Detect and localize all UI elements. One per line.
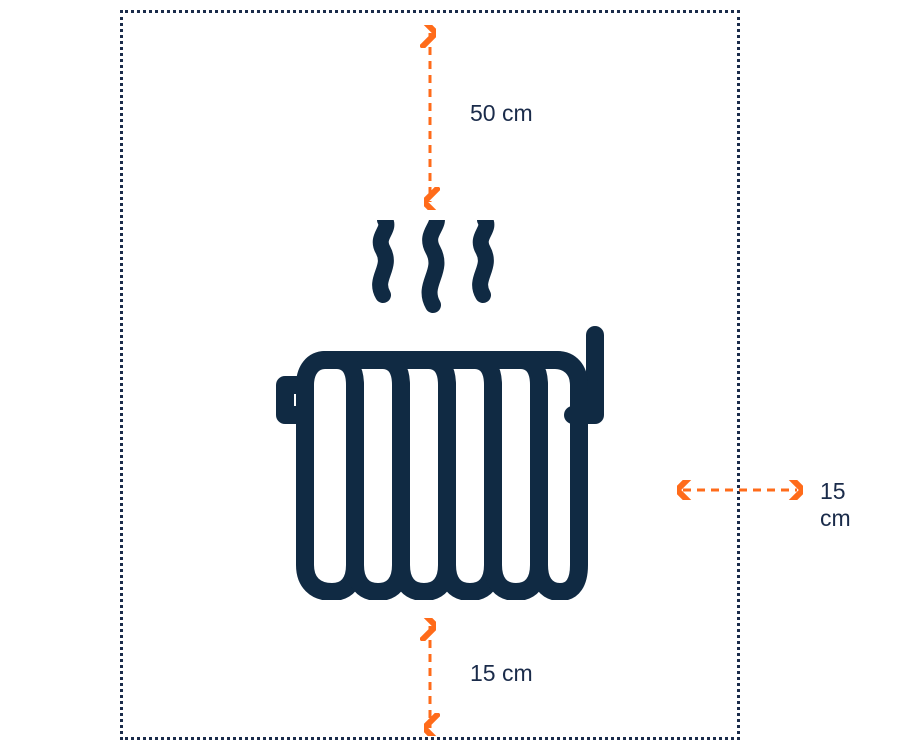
top-clearance-arrow: [420, 25, 440, 210]
top-clearance-label: 50 cm: [470, 100, 533, 127]
bottom-clearance-label: 15 cm: [470, 660, 533, 687]
radiator-icon: [255, 220, 620, 600]
diagram-container: 50 cm 15 cm 15 cm: [120, 10, 740, 740]
bottom-clearance-arrow: [420, 618, 440, 736]
right-clearance-arrow: [675, 480, 805, 500]
right-clearance-label: 15 cm: [820, 478, 851, 532]
